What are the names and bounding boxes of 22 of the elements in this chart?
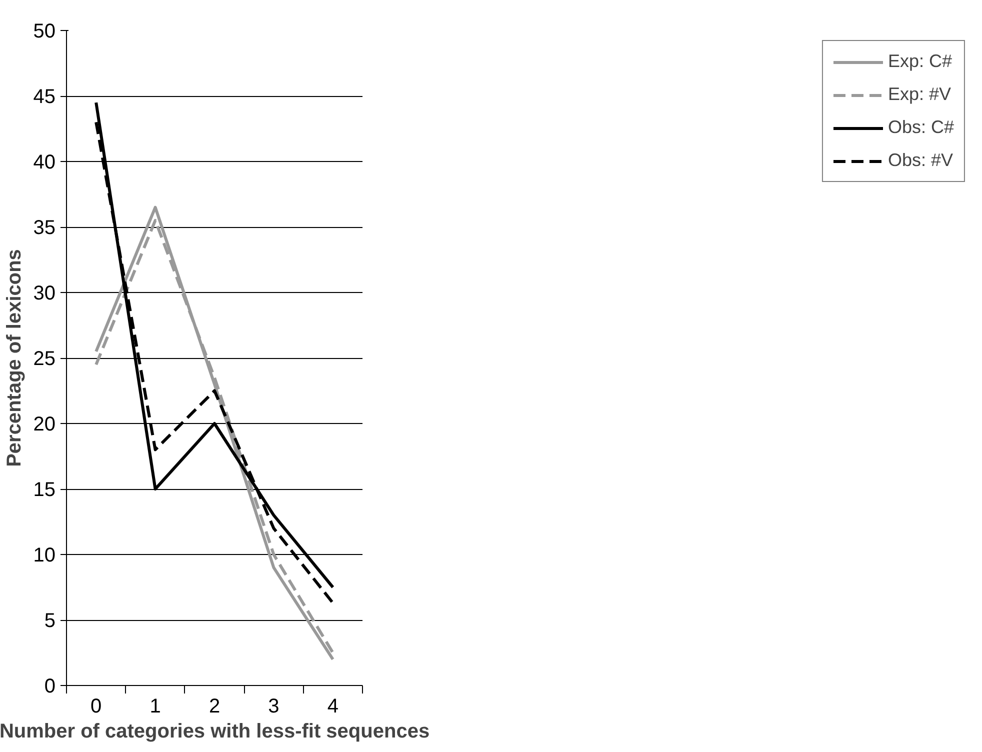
y-tick-label: 15: [33, 479, 56, 501]
y-tick-label: 0: [44, 676, 56, 698]
legend-label: Exp: C#: [888, 51, 952, 72]
y-tick-label: 30: [33, 282, 56, 304]
x-tick-label: 4: [327, 696, 338, 718]
x-tick-label: 3: [268, 696, 280, 718]
x-tick-label: 1: [150, 696, 161, 718]
y-tick-label: 5: [44, 610, 56, 632]
x-tick-label: 2: [208, 696, 220, 718]
legend-label: Obs: C#: [888, 117, 954, 138]
x-tick-label: 0: [90, 696, 102, 718]
y-tick-label: 20: [33, 414, 56, 436]
x-axis-title: Number of categories with less-fit sequences: [0, 720, 430, 742]
y-tick-label: 50: [33, 20, 56, 42]
y-tick-label: 45: [33, 86, 56, 108]
y-tick-label: 35: [33, 217, 56, 239]
y-tick-label: 25: [33, 348, 56, 370]
y-tick-label: 40: [33, 152, 56, 174]
y-axis-title: Percentage of lexicons: [3, 249, 26, 467]
y-tick-label: 10: [33, 544, 56, 566]
legend-label: Exp: #V: [888, 84, 952, 105]
legend-label: Obs: #V: [888, 150, 953, 171]
